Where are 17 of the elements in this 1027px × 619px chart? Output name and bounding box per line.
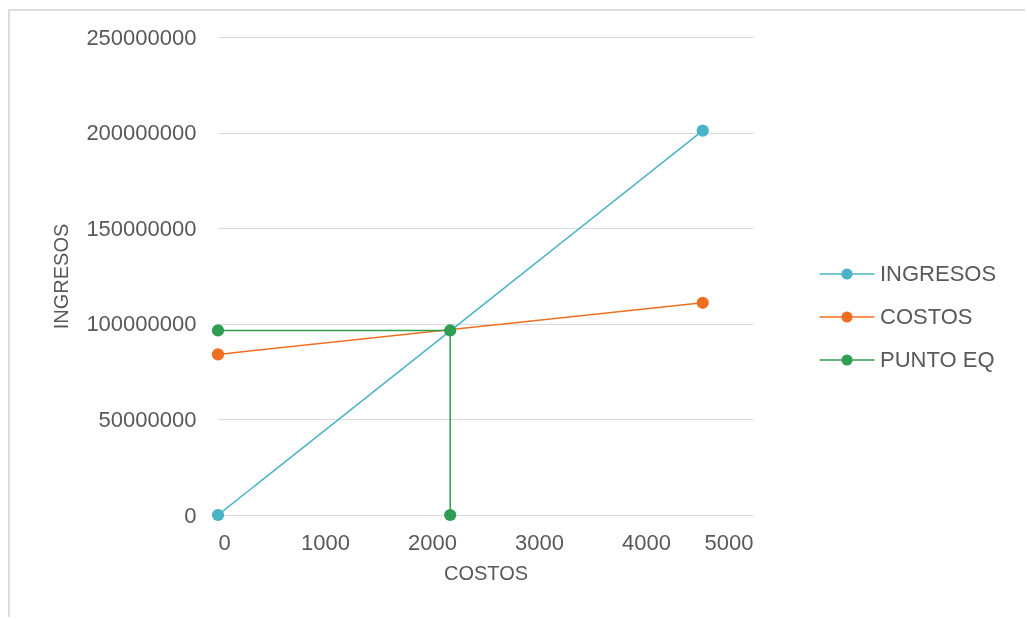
y-tick-label: 200000000 [86,120,197,146]
legend-label: INGRESOS [880,261,997,286]
x-tick-label: 5000 [704,529,754,555]
y-tick-label: 250000000 [86,24,197,50]
x-axis-title: COSTOS [443,561,529,584]
legend-label: COSTOS [880,304,973,329]
y-axis-title: INGRESOS [50,223,73,330]
x-tick-label: 2000 [408,529,457,555]
legend-label: PUNTO EQ [880,347,995,372]
x-tick-label: 0 [218,529,231,555]
x-tick-label: 1000 [301,529,350,555]
y-tick-label: 100000000 [86,311,197,337]
y-tick-label: 0 [184,502,197,528]
y-tick-label: 50000000 [98,406,197,432]
y-tick-label: 150000000 [86,215,197,241]
x-tick-label: 4000 [622,529,671,555]
x-tick-label: 3000 [515,529,564,555]
